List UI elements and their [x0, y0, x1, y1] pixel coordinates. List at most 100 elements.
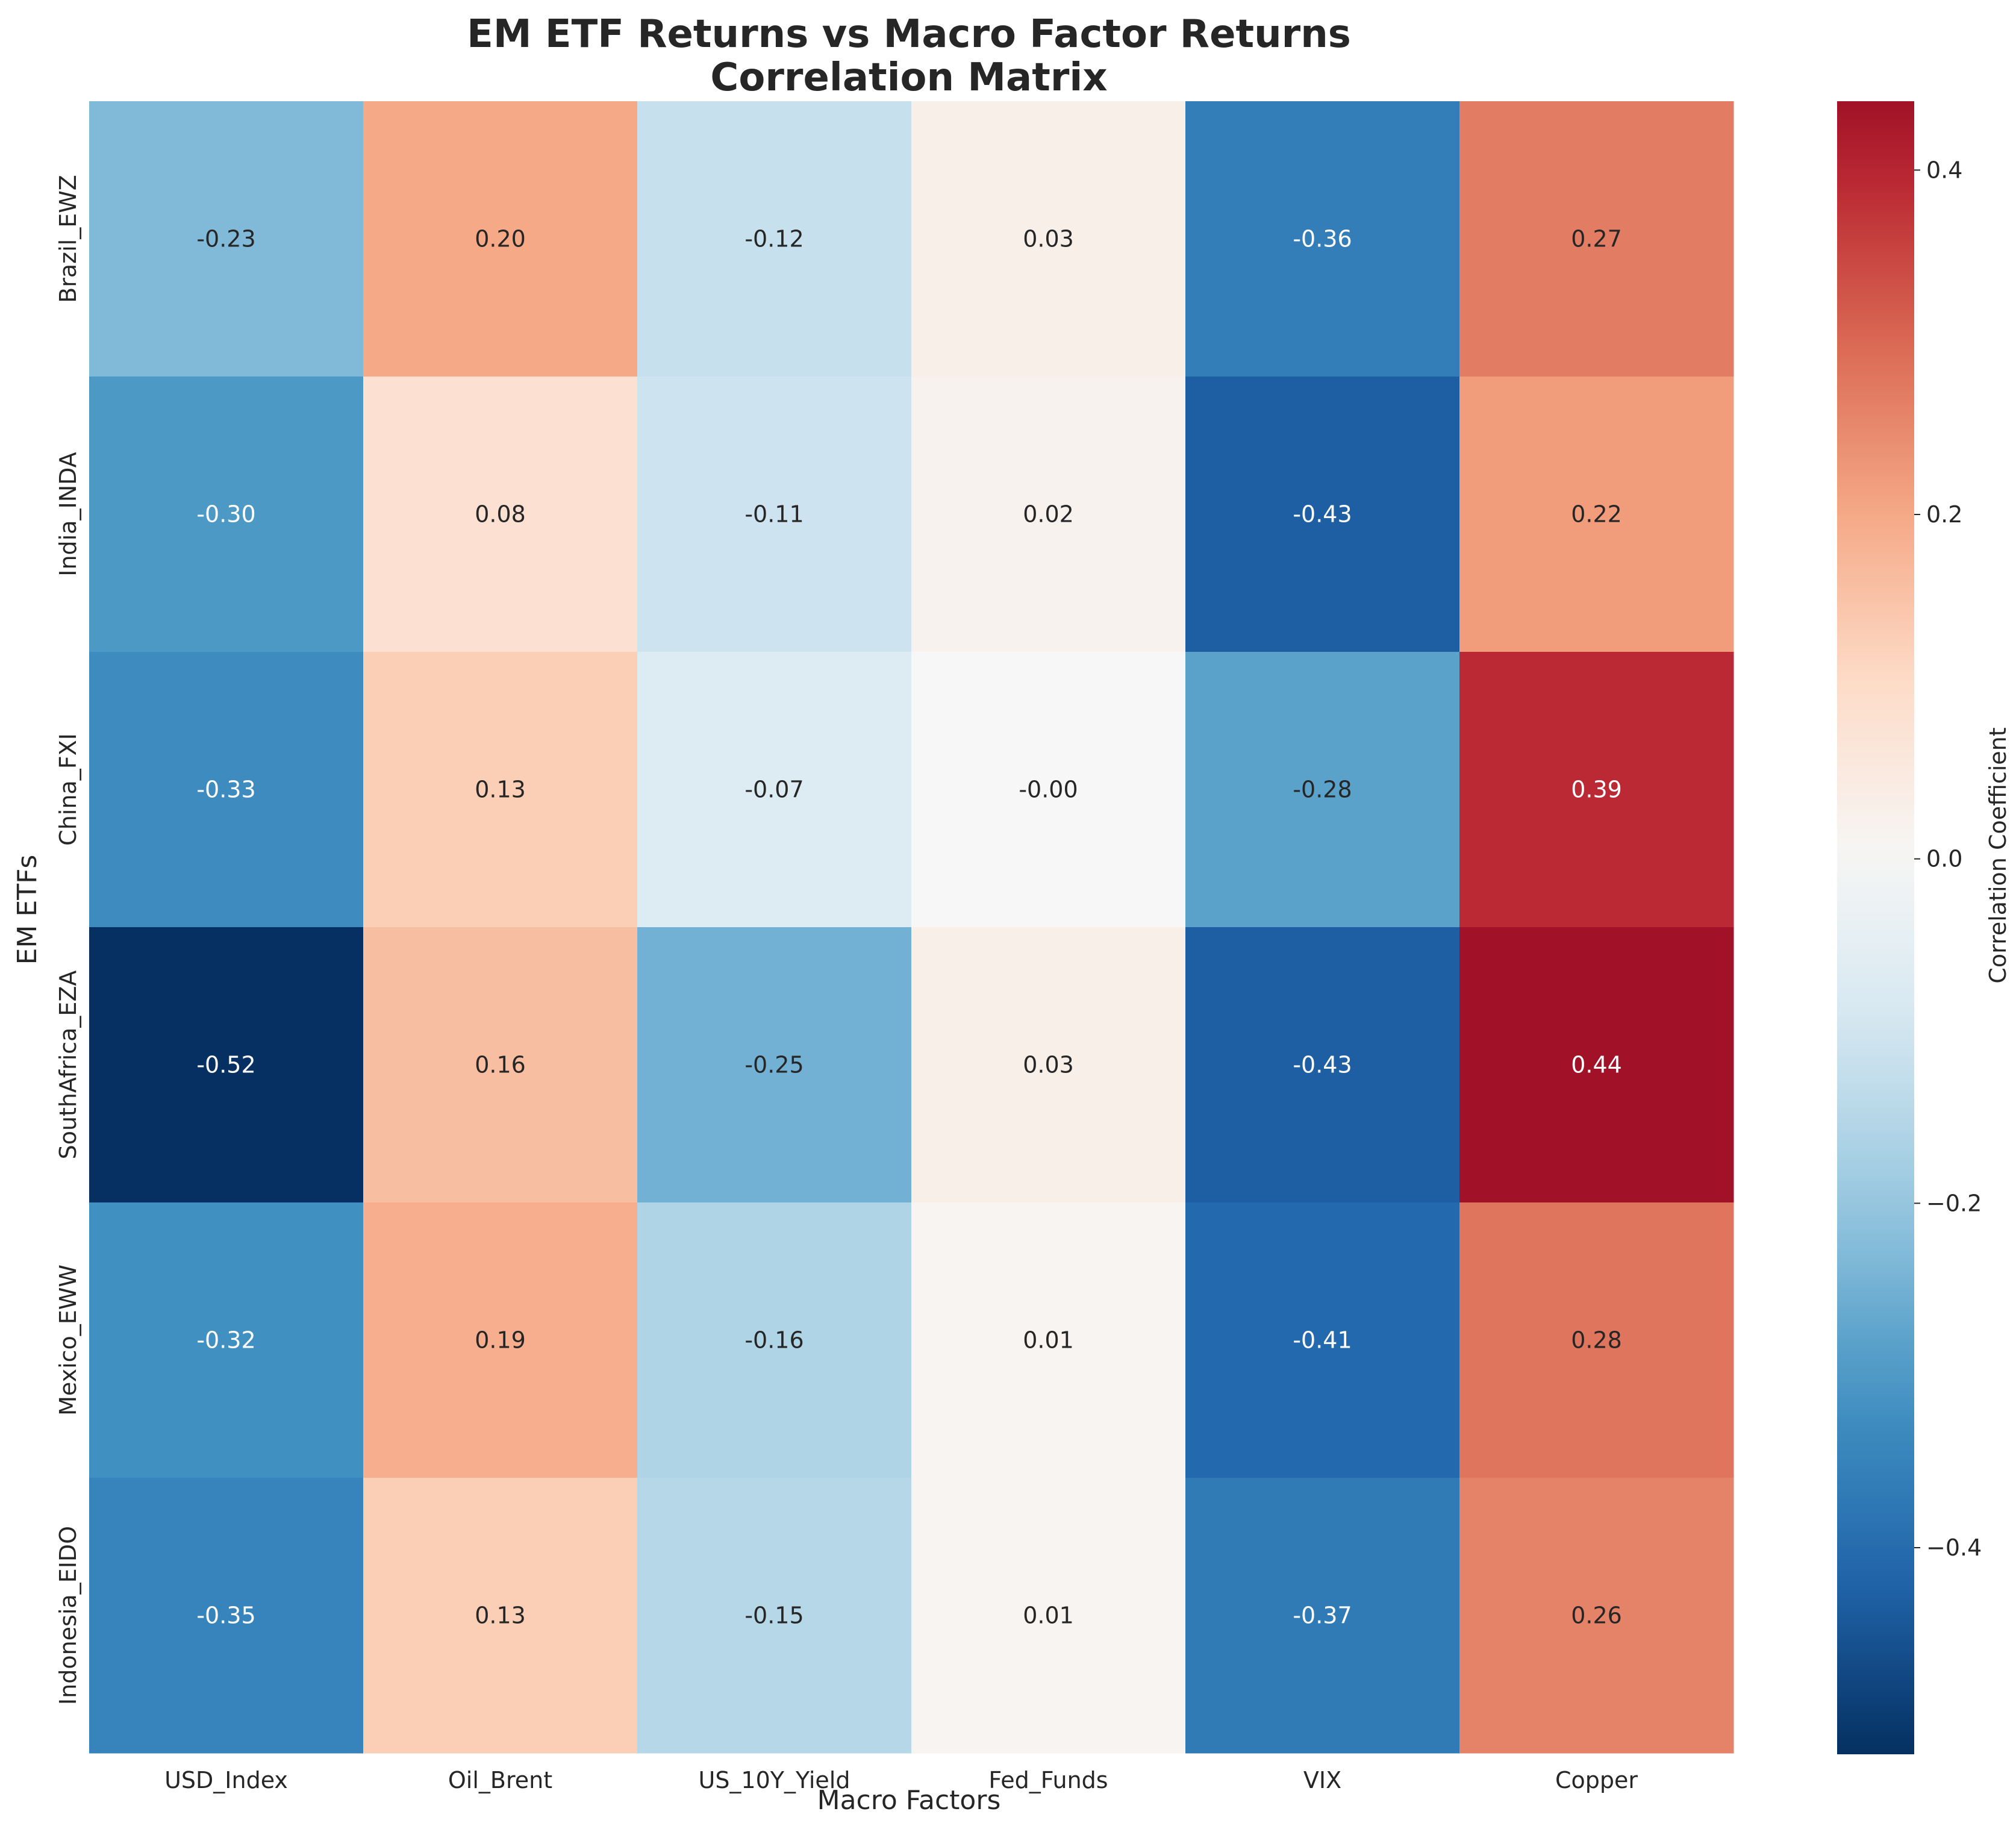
cell-value-label: 0.44 — [1571, 1052, 1622, 1078]
cell-value-label: -0.43 — [1293, 501, 1352, 528]
colorbar-tick-label: −0.2 — [1926, 1190, 1982, 1216]
cell-value-label: -0.33 — [196, 777, 255, 803]
cell-value-label: -0.23 — [196, 226, 255, 252]
heatmap-cell — [911, 101, 1186, 377]
cell-value-label: -0.11 — [744, 501, 804, 528]
y-tick-label: Indonesia_EIDO — [55, 1526, 81, 1705]
heatmap-cell — [363, 652, 638, 928]
cell-value-label: -0.25 — [744, 1052, 804, 1078]
heatmap-cell — [89, 1478, 364, 1754]
colorbar-ticks: 0.4 0.2 0.0 −0.2 −0.4 — [1914, 157, 1982, 1561]
heatmap-cell-labels: -0.23 0.20 -0.12 0.03 -0.36 0.27 -0.30 0.08 -0.1… — [196, 226, 1621, 1629]
y-tick-label: Mexico_EWW — [55, 1265, 81, 1416]
cell-value-label: 0.01 — [1023, 1327, 1074, 1354]
heatmap-cell — [1185, 101, 1460, 377]
cell-value-label: -0.43 — [1293, 1052, 1352, 1078]
heatmap-cell — [637, 927, 912, 1203]
x-tick-label: Oil_Brent — [448, 1767, 552, 1793]
cell-value-label: -0.28 — [1293, 777, 1352, 803]
heatmap-cell — [637, 101, 912, 377]
x-axis-label: Macro Factors — [817, 1785, 1001, 1816]
heatmap-cell — [1459, 927, 1734, 1203]
cell-value-label: 0.08 — [475, 501, 526, 528]
cell-value-label: 0.02 — [1023, 501, 1074, 528]
cell-value-label: -0.15 — [744, 1602, 804, 1629]
x-tick-label: USD_Index — [164, 1767, 288, 1793]
colorbar-tick-label: 0.2 — [1926, 501, 1962, 528]
cell-value-label: -0.52 — [196, 1052, 255, 1078]
cell-value-label: 0.27 — [1571, 226, 1622, 252]
heatmap-cell — [89, 927, 364, 1203]
cell-value-label: 0.03 — [1023, 1052, 1074, 1078]
cell-value-label: -0.35 — [196, 1602, 255, 1629]
heatmap-cell — [911, 377, 1186, 652]
heatmap-cell — [911, 927, 1186, 1203]
cell-value-label: -0.32 — [196, 1327, 255, 1354]
y-tick-label: China_FXI — [55, 733, 81, 846]
colorbar-label: Correlation Coefficient — [1985, 727, 2011, 983]
heatmap-cell — [1459, 101, 1734, 377]
colorbar-tick-label: −0.4 — [1926, 1534, 1982, 1561]
y-tick-label: Brazil_EWZ — [55, 175, 81, 303]
cell-value-label: 0.39 — [1571, 777, 1622, 803]
x-tick-label: US_10Y_Yield — [699, 1767, 850, 1793]
cell-value-label: 0.22 — [1571, 501, 1622, 528]
heatmap-cell — [1459, 1478, 1734, 1754]
heatmap-cell — [911, 1202, 1186, 1478]
heatmap-cell — [1185, 1478, 1460, 1754]
heatmap-cell — [363, 377, 638, 652]
cell-value-label: 0.16 — [475, 1052, 526, 1078]
cell-value-label: -0.07 — [744, 777, 804, 803]
colorbar-tick-label: 0.0 — [1926, 846, 1962, 872]
heatmap-cell — [89, 377, 364, 652]
cell-value-label: 0.28 — [1571, 1327, 1622, 1354]
heatmap-cell — [89, 1202, 364, 1478]
heatmap-cell — [1459, 377, 1734, 652]
y-tick-label: India_INDA — [55, 452, 81, 576]
heatmap-cell — [1185, 1202, 1460, 1478]
heatmap-cell — [1185, 377, 1460, 652]
cell-value-label: -0.30 — [196, 501, 255, 528]
cell-value-label: 0.20 — [475, 226, 526, 252]
heatmap-cell — [1459, 1202, 1734, 1478]
heatmap-cell — [637, 1202, 912, 1478]
y-axis-ticks: Brazil_EWZ India_INDA China_FXI SouthAfrica… — [55, 175, 81, 1705]
cell-value-label: -0.16 — [744, 1327, 804, 1354]
heatmap-cell — [89, 101, 364, 377]
cell-value-label: -0.00 — [1019, 777, 1078, 803]
heatmap-cell — [1185, 927, 1460, 1203]
x-axis-ticks: USD_Index Oil_Brent US_10Y_Yield Fed_Funds V… — [164, 1767, 1638, 1793]
heatmap-cell — [1459, 652, 1734, 928]
x-tick-label: VIX — [1303, 1767, 1341, 1793]
heatmap-cell — [911, 652, 1186, 928]
chart-title: EM ETF Returns vs Macro Factor Returns — [467, 12, 1351, 57]
chart-subtitle: Correlation Matrix — [710, 55, 1107, 100]
x-tick-label: Copper — [1555, 1767, 1638, 1793]
cell-value-label: -0.41 — [1293, 1327, 1352, 1354]
colorbar — [1837, 101, 1914, 1754]
y-axis-label: EM ETFs — [12, 855, 43, 965]
heatmap-cell — [911, 1478, 1186, 1754]
cell-value-label: -0.37 — [1293, 1602, 1352, 1629]
heatmap-cell — [637, 377, 912, 652]
cell-value-label: 0.01 — [1023, 1602, 1074, 1629]
cell-value-label: 0.13 — [475, 777, 526, 803]
cell-value-label: 0.26 — [1571, 1602, 1622, 1629]
y-tick-label: SouthAfrica_EZA — [55, 971, 81, 1160]
cell-value-label: 0.13 — [475, 1602, 526, 1629]
heatmap-cell — [363, 927, 638, 1203]
heatmap-cell — [363, 101, 638, 377]
heatmap-cell — [1185, 652, 1460, 928]
heatmap-cell — [637, 652, 912, 928]
cell-value-label: 0.19 — [475, 1327, 526, 1354]
heatmap-cell — [89, 652, 364, 928]
cell-value-label: 0.03 — [1023, 226, 1074, 252]
heatmap-cell — [363, 1202, 638, 1478]
heatmap-cell — [637, 1478, 912, 1754]
heatmap-cells — [89, 101, 1734, 1754]
cell-value-label: -0.36 — [1293, 226, 1352, 252]
colorbar-tick-label: 0.4 — [1926, 157, 1962, 183]
heatmap-cell — [363, 1478, 638, 1754]
x-tick-label: Fed_Funds — [988, 1767, 1108, 1793]
